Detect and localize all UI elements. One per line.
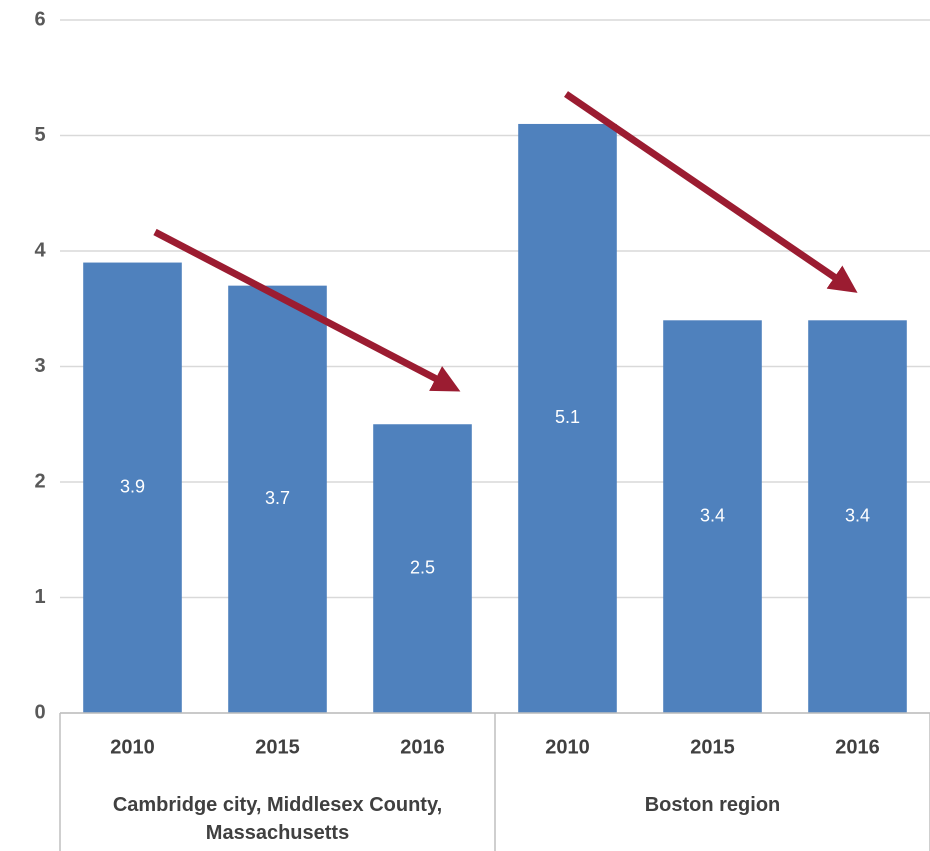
y-tick-label: 5 — [34, 124, 45, 146]
x-tick-label: 2015 — [690, 736, 735, 758]
x-tick-label: 2016 — [835, 736, 880, 758]
bar — [808, 320, 907, 713]
value-label: 3.4 — [845, 505, 870, 525]
group-label: Cambridge city, Middlesex County, Massac… — [112, 794, 443, 844]
bar — [83, 262, 182, 713]
y-tick-label: 0 — [34, 701, 45, 723]
value-label: 5.1 — [555, 407, 580, 427]
trend-arrow — [153, 228, 461, 392]
x-tick-label: 2015 — [255, 736, 300, 758]
y-tick-label: 6 — [34, 8, 45, 30]
bar — [663, 320, 762, 713]
value-label: 3.9 — [120, 477, 145, 497]
y-tick-label: 3 — [34, 355, 45, 377]
bar — [228, 285, 327, 713]
value-label: 2.5 — [410, 557, 435, 577]
y-tick-label: 1 — [34, 586, 45, 608]
y-tick-label: 4 — [34, 239, 46, 261]
trend-arrow — [564, 91, 858, 293]
group-label: Boston region — [644, 794, 781, 816]
value-label: 3.7 — [265, 488, 290, 508]
x-tick-label: 2010 — [545, 736, 590, 758]
bar — [518, 123, 617, 713]
x-tick-label: 2016 — [400, 736, 445, 758]
value-label: 3.4 — [700, 505, 725, 525]
y-tick-label: 2 — [34, 470, 45, 492]
x-tick-label: 2010 — [110, 736, 155, 758]
bar — [373, 424, 472, 713]
